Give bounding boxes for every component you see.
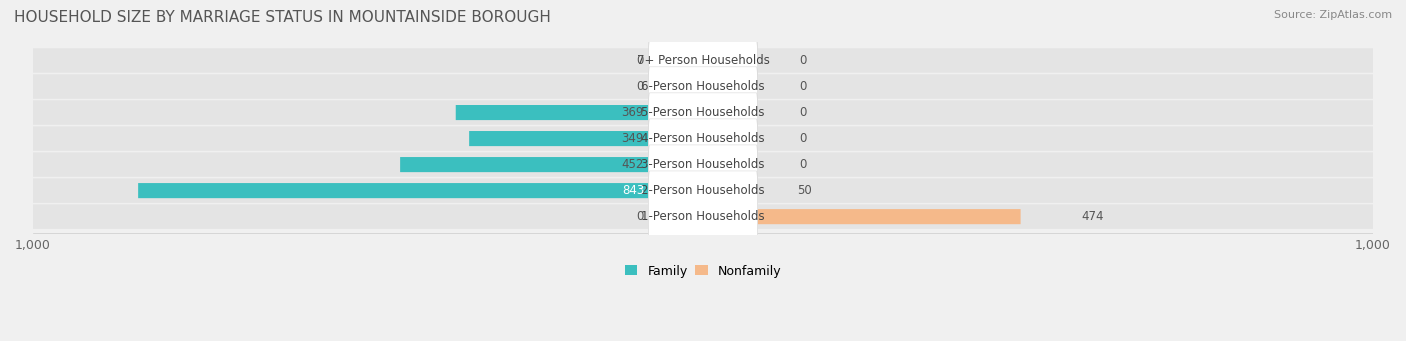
Text: 843: 843 [621,184,644,197]
FancyBboxPatch shape [20,74,1386,99]
FancyBboxPatch shape [703,183,740,198]
Text: 5-Person Households: 5-Person Households [641,106,765,119]
FancyBboxPatch shape [648,119,758,210]
FancyBboxPatch shape [20,100,1386,125]
FancyBboxPatch shape [703,53,740,68]
Text: 4-Person Households: 4-Person Households [641,132,765,145]
FancyBboxPatch shape [648,171,758,262]
FancyBboxPatch shape [648,67,758,158]
Text: 0: 0 [799,132,806,145]
FancyBboxPatch shape [20,126,1386,151]
Text: 7+ Person Households: 7+ Person Households [637,54,769,67]
FancyBboxPatch shape [648,15,758,106]
FancyBboxPatch shape [648,41,758,132]
Text: 3-Person Households: 3-Person Households [641,158,765,171]
FancyBboxPatch shape [703,79,740,94]
FancyBboxPatch shape [703,209,1021,224]
Text: 0: 0 [799,158,806,171]
FancyBboxPatch shape [138,183,703,198]
FancyBboxPatch shape [648,93,758,184]
Text: 0: 0 [637,80,644,93]
FancyBboxPatch shape [470,131,703,146]
Text: 6-Person Households: 6-Person Households [641,80,765,93]
Text: 0: 0 [637,54,644,67]
FancyBboxPatch shape [648,145,758,236]
FancyBboxPatch shape [703,105,740,120]
Text: 452: 452 [621,158,644,171]
Text: Source: ZipAtlas.com: Source: ZipAtlas.com [1274,10,1392,20]
Legend: Family, Nonfamily: Family, Nonfamily [620,260,786,283]
FancyBboxPatch shape [666,79,703,94]
FancyBboxPatch shape [703,131,740,146]
Text: 2-Person Households: 2-Person Households [641,184,765,197]
Text: 0: 0 [637,210,644,223]
FancyBboxPatch shape [20,178,1386,203]
Text: 0: 0 [799,80,806,93]
Text: HOUSEHOLD SIZE BY MARRIAGE STATUS IN MOUNTAINSIDE BOROUGH: HOUSEHOLD SIZE BY MARRIAGE STATUS IN MOU… [14,10,551,25]
Text: 1-Person Households: 1-Person Households [641,210,765,223]
Text: 369: 369 [621,106,644,119]
FancyBboxPatch shape [20,152,1386,177]
Text: 0: 0 [799,54,806,67]
FancyBboxPatch shape [20,48,1386,73]
FancyBboxPatch shape [666,53,703,68]
Text: 474: 474 [1081,210,1104,223]
FancyBboxPatch shape [703,157,740,172]
Text: 50: 50 [797,184,811,197]
FancyBboxPatch shape [401,157,703,172]
FancyBboxPatch shape [666,209,703,224]
Text: 0: 0 [799,106,806,119]
FancyBboxPatch shape [20,204,1386,229]
Text: 349: 349 [621,132,644,145]
FancyBboxPatch shape [456,105,703,120]
